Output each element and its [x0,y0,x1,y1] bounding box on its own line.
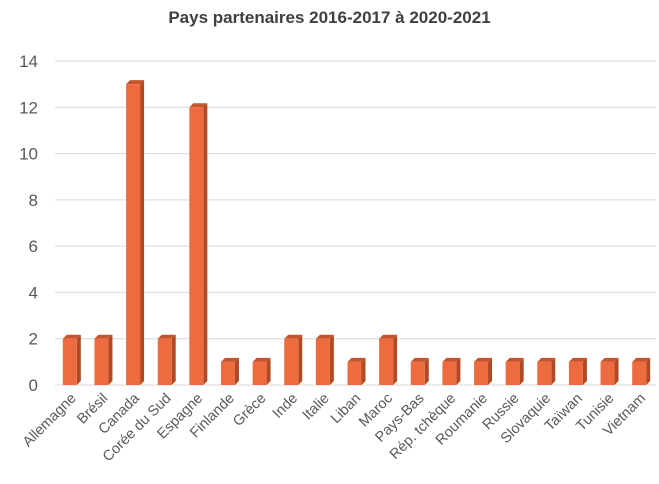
bar-top [600,357,619,362]
bar [252,357,271,385]
bar-top [126,80,145,85]
bar [505,357,524,385]
bar-side [266,357,271,385]
y-tick-label: 8 [29,191,38,210]
bar [410,357,429,385]
bar-side [298,334,303,385]
x-tick-label: Inde [270,391,301,422]
bar-top [189,103,208,108]
bar-top [94,334,113,339]
bar [220,357,239,385]
y-tick-label: 10 [19,145,38,164]
bar-top [442,357,461,362]
bar-front [252,361,267,385]
bar-side [614,357,619,385]
bar-side [361,357,366,385]
bar-side [171,334,176,385]
y-tick-label: 12 [19,98,38,117]
bar-side [393,334,398,385]
bar-top [157,334,176,339]
bar-front [474,361,489,385]
bar [537,357,556,385]
x-tick-label: Grèce [230,391,269,430]
bar [126,80,145,386]
bar [94,334,113,385]
bar [62,334,81,385]
bar-front [442,361,457,385]
bar [632,357,651,385]
bar-top [347,357,366,362]
bar-side [424,357,429,385]
bar [157,334,176,385]
bar-side [456,357,461,385]
bar-side [329,334,334,385]
bar-front [347,361,362,385]
bar-front [315,338,330,385]
bar-top [568,357,587,362]
bar [379,334,398,385]
bar-side [108,334,113,385]
bar-side [140,80,145,386]
bar-side [488,357,493,385]
x-tick-label: Allemagne [20,391,80,451]
y-tick-label: 6 [29,237,38,256]
bar-side [582,357,587,385]
bar-side [203,103,208,386]
y-tick-label: 2 [29,330,38,349]
bar-front [379,338,394,385]
bar-top [252,357,271,362]
bar [474,357,493,385]
x-tick-label: Italie [300,391,333,424]
bar-top [62,334,81,339]
bar-front [126,84,141,386]
bar-front [157,338,172,385]
bar-top [410,357,429,362]
bar-front [189,107,204,386]
bar-top [474,357,493,362]
bar-front [410,361,425,385]
bar-front [600,361,615,385]
bar-top [284,334,303,339]
bar-front [284,338,299,385]
bar-front [62,338,77,385]
bar-top [537,357,556,362]
bar-top [220,357,239,362]
y-tick-label: 4 [29,283,38,302]
bar-side [234,357,239,385]
bar-front [220,361,235,385]
bar-side [76,334,81,385]
y-tick-label: 0 [29,376,38,395]
chart-title: Pays partenaires 2016-2017 à 2020-2021 [168,8,491,27]
y-tick-label: 14 [19,52,38,71]
bar-top [505,357,524,362]
bar [315,334,334,385]
bar-side [519,357,524,385]
bar-top [379,334,398,339]
bar-front [568,361,583,385]
bar-top [315,334,334,339]
bar [600,357,619,385]
bar-side [551,357,556,385]
bar [284,334,303,385]
bar-front [537,361,552,385]
bar [347,357,366,385]
bar-side [646,357,651,385]
bar-top [632,357,651,362]
bar-front [505,361,520,385]
bar [568,357,587,385]
bar-front [94,338,109,385]
bar [442,357,461,385]
bar [189,103,208,386]
bar-front [632,361,647,385]
